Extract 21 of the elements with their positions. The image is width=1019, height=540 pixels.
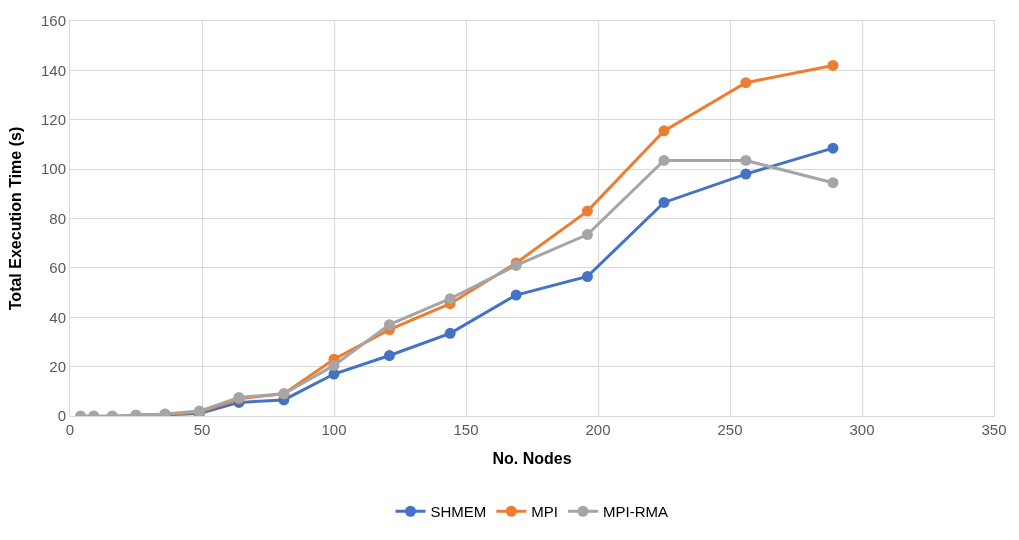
x-tick-label: 250: [717, 421, 743, 438]
x-tick-label: 300: [849, 421, 875, 438]
y-tick-label: 0: [57, 407, 66, 425]
y-axis-title: Total Execution Time (s): [6, 126, 24, 311]
legend-label: MPI-RMA: [603, 503, 669, 521]
x-axis-title: No. Nodes: [492, 449, 572, 467]
legend-label: SHMEM: [430, 503, 487, 521]
x-tick-label: 100: [321, 421, 347, 438]
y-tick-label: 40: [49, 308, 66, 326]
x-tick-label: 350: [981, 421, 1007, 438]
x-tick-label: 50: [193, 421, 211, 438]
legend-label: MPI: [531, 503, 559, 521]
y-tick-label: 60: [49, 259, 66, 277]
y-tick-label: 120: [40, 111, 66, 128]
y-tick-label: 80: [49, 209, 66, 227]
y-tick-label: 100: [40, 160, 66, 178]
y-tick-label: 140: [40, 61, 66, 79]
y-tick-label: 20: [49, 357, 66, 375]
x-tick-label: 200: [585, 421, 611, 438]
y-tick-label: 160: [40, 12, 66, 30]
x-tick-label: 150: [453, 421, 479, 438]
